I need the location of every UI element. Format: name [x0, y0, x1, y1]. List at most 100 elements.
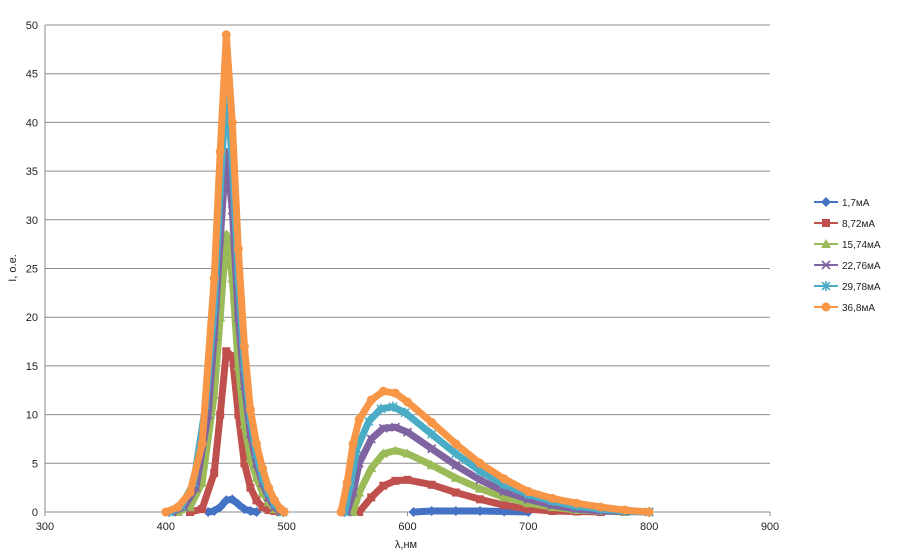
data-point — [427, 417, 437, 427]
legend-item: 22,76мА — [814, 260, 881, 272]
x-axis-title: λ,нм — [395, 539, 417, 551]
data-point — [426, 506, 437, 517]
data-point — [279, 507, 289, 517]
legend-marker — [822, 219, 830, 227]
legend-item: 8,72мА — [814, 219, 875, 230]
data-point — [402, 427, 413, 437]
data-point — [258, 503, 267, 512]
y-tick-label: 30 — [26, 215, 38, 227]
series-line — [168, 148, 285, 516]
data-point — [245, 405, 255, 415]
data-point — [366, 434, 376, 444]
data-point — [354, 414, 364, 424]
series-layer — [161, 30, 654, 517]
y-tick-label: 50 — [26, 20, 38, 32]
series-1 — [203, 494, 534, 517]
data-point — [185, 502, 195, 512]
data-point — [342, 478, 352, 488]
data-point — [476, 495, 484, 504]
data-point — [186, 508, 194, 516]
data-point — [378, 448, 389, 458]
x-tick-label: 600 — [398, 521, 416, 533]
data-point — [198, 505, 207, 514]
data-point — [475, 506, 485, 517]
data-point — [246, 483, 255, 492]
legend-label: 36,8мА — [842, 303, 875, 314]
data-point — [644, 507, 654, 517]
data-point — [388, 401, 398, 412]
data-point — [378, 386, 388, 396]
data-point — [451, 448, 461, 459]
data-point — [379, 481, 388, 490]
data-point — [227, 494, 238, 505]
data-point — [185, 488, 195, 498]
data-point — [239, 341, 249, 351]
x-tick-label: 500 — [277, 521, 295, 533]
data-point — [620, 505, 630, 515]
data-point — [245, 506, 256, 517]
data-point — [390, 388, 400, 398]
y-tick-label: 25 — [26, 264, 38, 276]
x-tick-label: 400 — [157, 521, 175, 533]
legend-marker — [821, 260, 831, 270]
data-point — [367, 493, 376, 502]
data-point — [270, 495, 280, 505]
data-point — [215, 147, 225, 157]
data-point — [233, 499, 244, 510]
data-point — [197, 439, 207, 449]
data-point — [336, 507, 346, 517]
data-point — [596, 502, 606, 512]
data-point — [475, 458, 485, 468]
y-tick-label: 15 — [26, 361, 38, 373]
data-point — [391, 476, 400, 485]
data-point — [364, 416, 374, 427]
data-point — [408, 507, 419, 517]
data-point — [355, 508, 364, 516]
data-point — [222, 347, 231, 356]
data-point — [426, 460, 437, 470]
data-point — [450, 472, 461, 482]
legend-item: 29,78мА — [814, 281, 881, 293]
legend-marker — [821, 302, 831, 312]
data-point — [427, 480, 436, 489]
y-tick-label: 0 — [32, 507, 38, 519]
y-tick-label: 35 — [26, 166, 38, 178]
data-point — [450, 506, 461, 517]
series-line — [343, 423, 653, 516]
data-point — [390, 422, 401, 432]
legend-label: 8,72мА — [842, 219, 875, 230]
data-point — [403, 397, 412, 407]
y-tick-labels: 0 5 10 15 20 25 30 35 40 45 50 — [26, 20, 38, 519]
data-point — [366, 463, 377, 473]
data-point — [240, 459, 249, 468]
data-point — [348, 507, 359, 516]
data-point — [390, 445, 401, 455]
data-point — [209, 273, 219, 283]
data-point — [252, 496, 261, 505]
legend-marker — [821, 197, 831, 207]
data-point — [228, 352, 237, 361]
data-point — [354, 487, 365, 497]
data-point — [234, 410, 243, 419]
x-tick-label: 300 — [36, 521, 54, 533]
data-point — [451, 460, 461, 470]
gridlines — [45, 24, 770, 464]
x-tick-label: 900 — [761, 521, 779, 533]
legend-marker — [821, 281, 831, 291]
legend-label: 15,74мА — [842, 240, 881, 251]
data-point — [221, 30, 231, 40]
y-tick-label: 5 — [32, 458, 38, 470]
data-point — [403, 475, 412, 484]
data-point — [348, 439, 358, 449]
data-point — [451, 439, 461, 449]
legend-item: 36,8мА — [814, 302, 875, 314]
data-point — [215, 502, 226, 513]
data-point — [402, 448, 413, 458]
data-point — [376, 403, 386, 414]
data-point — [523, 487, 533, 497]
legend-label: 1,7мА — [842, 198, 870, 209]
data-point — [451, 488, 460, 497]
data-point — [427, 444, 437, 454]
data-point — [173, 502, 183, 512]
